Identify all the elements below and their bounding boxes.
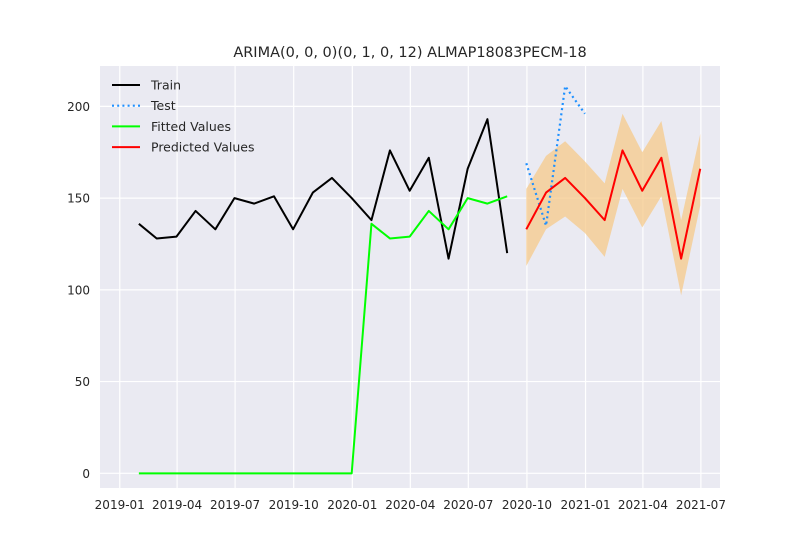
y-tick-label: 0 bbox=[82, 467, 90, 481]
x-tick-label: 2021-07 bbox=[676, 498, 726, 512]
x-tick-label: 2020-10 bbox=[502, 498, 552, 512]
series-line-predicted-values bbox=[525, 149, 702, 260]
legend: Train Test Fitted Values Predicted Values bbox=[112, 78, 255, 155]
x-tick-label: 2020-07 bbox=[443, 498, 493, 512]
confidence-band-area bbox=[526, 113, 701, 296]
grid bbox=[100, 66, 720, 488]
y-tick-label: 50 bbox=[75, 375, 90, 389]
series-lines bbox=[138, 85, 702, 475]
legend-label: Train bbox=[150, 78, 181, 93]
x-tick-labels: 2019-01 2019-04 2019-07 2019-10 2020-01 2020-… bbox=[95, 498, 726, 512]
x-tick-label: 2019-07 bbox=[210, 498, 260, 512]
legend-label: Predicted Values bbox=[151, 140, 255, 155]
series-line-train bbox=[138, 118, 509, 260]
y-tick-label: 200 bbox=[67, 100, 90, 114]
y-tick-label: 150 bbox=[67, 192, 90, 206]
x-tick-label: 2020-04 bbox=[385, 498, 435, 512]
x-tick-label: 2021-01 bbox=[560, 498, 610, 512]
x-tick-label: 2021-04 bbox=[618, 498, 668, 512]
legend-label: Fitted Values bbox=[151, 119, 231, 134]
x-tick-label: 2019-10 bbox=[269, 498, 319, 512]
y-tick-label: 100 bbox=[67, 283, 90, 297]
chart-title: ARIMA(0, 0, 0)(0, 1, 0, 12) ALMAP18083PE… bbox=[233, 45, 586, 61]
series-line-test bbox=[525, 85, 586, 227]
x-tick-label: 2019-04 bbox=[152, 498, 202, 512]
confidence-band bbox=[526, 113, 701, 296]
series-line-fitted-values bbox=[138, 195, 508, 475]
x-tick-label: 2020-01 bbox=[327, 498, 377, 512]
legend-label: Test bbox=[150, 98, 176, 113]
x-tick-label: 2019-01 bbox=[95, 498, 145, 512]
y-tick-labels: 0 50 100 150 200 bbox=[67, 100, 90, 481]
